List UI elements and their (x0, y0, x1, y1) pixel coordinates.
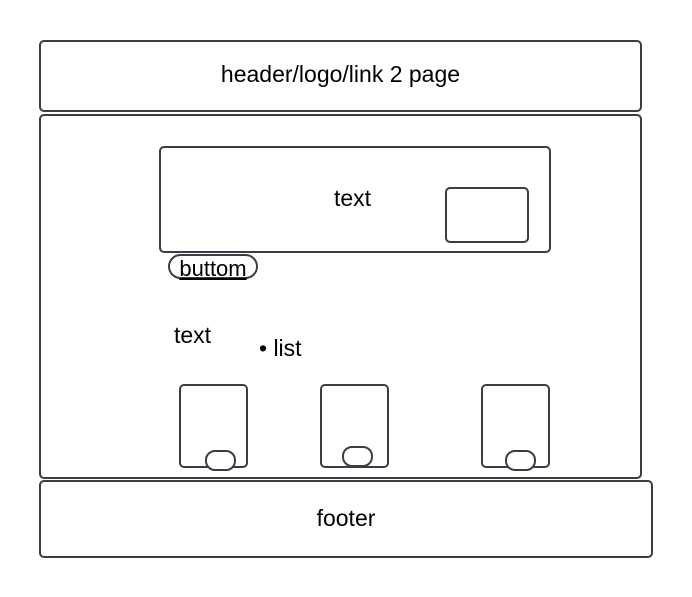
content-list: • list (259, 335, 302, 361)
card-1 (179, 384, 248, 471)
hero-image-placeholder (445, 187, 529, 243)
footer-box: footer (39, 480, 653, 558)
card-2-button[interactable] (342, 446, 373, 467)
footer-label: footer (316, 505, 376, 531)
content-text: text (174, 322, 212, 348)
main-content-box: text buttom text • list (39, 114, 642, 479)
hero-text: text (334, 185, 372, 211)
hero-box: text (159, 146, 551, 253)
buttom-button-label: buttom (179, 256, 247, 281)
buttom-button[interactable]: buttom (168, 254, 258, 281)
card-1-button[interactable] (205, 450, 236, 471)
header-box: header/logo/link 2 page (39, 40, 642, 112)
card-3-button[interactable] (505, 450, 536, 471)
header-label: header/logo/link 2 page (220, 61, 461, 87)
card-3 (481, 384, 550, 471)
card-2 (320, 384, 389, 468)
